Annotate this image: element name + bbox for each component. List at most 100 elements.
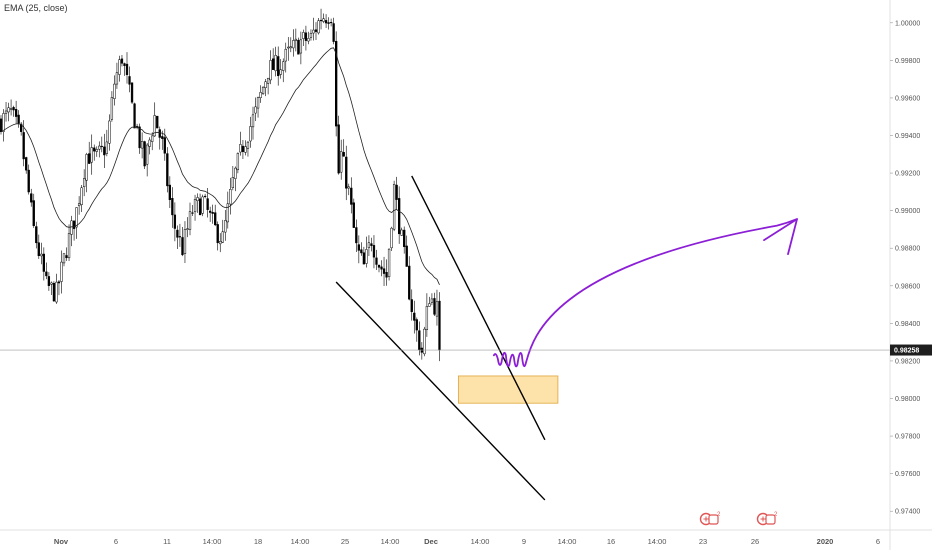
candle [289,37,292,53]
event-count: 2 [774,512,778,518]
candle [93,144,96,161]
time-axis[interactable]: Nov 6 11 14:00 18 14:00 25 14:00 Dec 14:00 9 14:00 1… [0,529,932,546]
candle [161,130,164,150]
economic-event-icon[interactable]: 2 [699,512,722,526]
price-tick-label: 0.98400 [895,321,920,328]
candle [425,293,429,337]
candle [188,202,192,236]
time-tick-label: 25 [341,537,349,546]
candle [385,259,388,286]
candle [317,17,320,35]
time-tick-label: 14:00 [471,537,490,546]
candle [123,62,126,76]
candle [287,37,290,61]
demand-zone[interactable] [457,375,559,404]
candle [224,210,227,241]
projection-arrowhead[interactable] [763,218,798,255]
candle [382,256,386,286]
candle [186,217,189,238]
candle [370,237,373,252]
candle [312,17,315,41]
candle [405,235,408,267]
candle [191,205,194,217]
candle [342,139,345,157]
last-price-label: 0.98258 [894,348,919,355]
time-tick-label: 14:00 [291,537,310,546]
candle [279,59,282,79]
candle [42,247,45,281]
candle [35,221,38,249]
candle [355,219,358,253]
candle [203,193,207,199]
candle [12,105,15,117]
candle [244,140,247,156]
candle [246,140,250,157]
time-tick-label: 11 [163,537,171,546]
candle [135,123,139,130]
candle [115,62,119,89]
candle [214,204,217,227]
event-count: 2 [717,512,721,518]
candle [166,147,169,193]
candle [128,66,131,93]
candle [345,145,348,201]
candle [274,46,277,77]
candle [163,128,166,161]
candle [158,126,161,150]
time-tick-label: Dec [424,537,438,546]
channel-lines[interactable] [335,175,546,501]
candle [413,300,416,334]
candle [360,242,363,256]
candle [307,31,310,45]
candle [153,102,156,137]
candle [241,139,245,160]
candle [113,75,116,106]
candle [272,48,275,70]
candle [27,164,30,195]
projection-arrow[interactable] [492,218,798,368]
candle [231,166,234,191]
candle [322,13,325,24]
candle [390,226,393,251]
candle [37,234,40,259]
price-tick-label: 1.00000 [895,20,920,27]
candle [387,248,391,281]
ema-line [0,47,440,285]
candle [299,31,303,65]
channel-upper-line[interactable] [411,175,546,441]
channel-lower-line[interactable] [335,281,546,501]
candle [408,256,411,301]
candle [420,342,423,360]
candle [75,207,78,239]
candle [327,17,330,30]
candle [435,289,439,326]
candle [201,194,204,217]
candle [40,242,43,265]
candle [103,133,106,169]
price-tick-label: 0.98000 [895,396,920,403]
demand-zone-rect[interactable] [457,375,559,404]
price-tick-label: 0.99400 [895,133,920,140]
candle [88,141,91,165]
candle [269,50,272,85]
economic-event-icon[interactable]: 2 [756,512,779,526]
price-axis[interactable]: 1.00000 0.99800 0.99600 0.99400 0.99200 0.990… [889,0,932,550]
candle [2,109,5,142]
ema-25-line [0,47,440,285]
projection-path[interactable] [492,218,798,368]
time-tick-label: 14:00 [648,537,667,546]
candle [176,225,179,249]
time-tick-label: 26 [751,537,759,546]
time-tick-label: 23 [699,537,707,546]
time-tick-label: 9 [522,537,526,546]
candle [148,137,151,155]
candle [196,193,199,213]
candle [62,253,66,267]
price-tick-label: 0.99600 [895,95,920,102]
candle [30,188,33,207]
indicator-label: EMA (25, close) [4,3,68,13]
candle [400,227,403,236]
price-tick-label: 0.97600 [895,471,920,478]
